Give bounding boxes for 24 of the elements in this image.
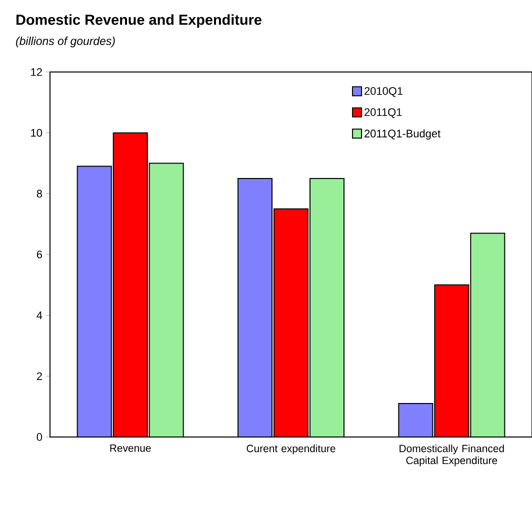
chart-title: Domestic Revenue and Expenditure xyxy=(16,14,262,28)
bar xyxy=(398,403,434,437)
y-tick-label: 6 xyxy=(36,250,42,258)
bar xyxy=(76,166,112,437)
y-tick-label: 8 xyxy=(36,190,42,198)
legend-label: 2011Q1-Budget xyxy=(364,129,440,140)
chart-subtitle: (billions of gourdes) xyxy=(16,36,115,48)
bar xyxy=(310,178,344,437)
bar xyxy=(238,178,273,437)
bar xyxy=(470,232,506,437)
bar xyxy=(148,162,184,437)
bar xyxy=(274,208,309,437)
x-tick-label: Curent expenditure xyxy=(246,444,336,454)
y-tick-label: 0 xyxy=(36,433,42,441)
x-tick-label: Domestically Financed Capital Expenditure xyxy=(400,444,504,466)
bar xyxy=(112,132,148,437)
y-tick-label: 2 xyxy=(36,372,42,380)
legend-label: 2011Q1 xyxy=(364,108,402,118)
y-tick-label: 12 xyxy=(31,68,42,76)
y-tick-label: 4 xyxy=(36,312,42,320)
legend-label: 2010Q1 xyxy=(364,87,402,97)
x-tick-label: Revenue xyxy=(110,444,151,452)
bar xyxy=(434,284,470,437)
y-tick-label: 10 xyxy=(31,128,42,137)
